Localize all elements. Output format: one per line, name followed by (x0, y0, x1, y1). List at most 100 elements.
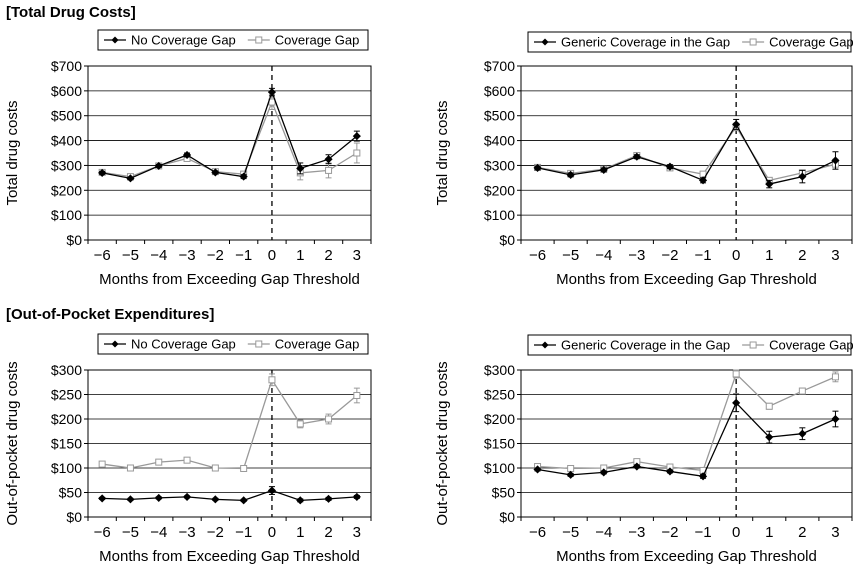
x-tick-label: −1 (694, 247, 711, 264)
x-tick-label: −2 (207, 247, 224, 264)
data-point (325, 166, 333, 174)
data-point (324, 494, 333, 503)
data-point (296, 164, 305, 173)
x-tick-label: −1 (235, 247, 252, 264)
data-point (98, 494, 107, 503)
x-tick-label: 0 (732, 247, 740, 264)
x-tick-label: −6 (529, 524, 546, 541)
x-tick-label: 2 (324, 524, 332, 541)
y-tick-label: $300 (484, 157, 515, 173)
y-axis-title: Total drug costs (434, 100, 451, 205)
x-tick-label: −2 (661, 247, 678, 264)
chart-oop-no-gap: $0 $50 $100 $150 $200 $250 $300 −6 −5 −4 −3 −2 −1 0 1 2… (4, 333, 372, 565)
x-tick-label: 1 (765, 247, 773, 264)
data-point (126, 495, 135, 504)
data-point (239, 496, 248, 505)
y-tick-label: $500 (51, 108, 82, 124)
data-point (155, 458, 163, 466)
legend-marker (541, 341, 549, 349)
data-point (353, 149, 361, 157)
series-line (102, 378, 358, 470)
x-tick-label: 1 (296, 524, 304, 541)
y-tick-label: $0 (66, 232, 82, 248)
series-line (537, 372, 836, 472)
data-point (98, 460, 106, 468)
legend-label: Generic Coverage in the Gap (561, 338, 730, 353)
data-point (566, 470, 575, 479)
legend-marker (255, 340, 263, 348)
y-tick-label: $200 (484, 182, 515, 198)
legend-marker (541, 38, 549, 46)
x-tick-label: 3 (353, 524, 361, 541)
data-point (798, 429, 807, 438)
legend-marker (749, 341, 757, 349)
data-point (240, 464, 248, 472)
data-point (267, 486, 277, 495)
section-title-out-of-pocket: [Out-of-Pocket Expenditures] (6, 306, 215, 323)
x-tick-label: −4 (595, 524, 612, 541)
x-tick-label: 2 (798, 524, 806, 541)
y-tick-label: $250 (51, 387, 82, 403)
data-point (732, 398, 741, 407)
series-line (102, 90, 358, 180)
x-tick-label: −5 (122, 524, 139, 541)
x-axis-title: Months from Exceeding Gap Threshold (99, 271, 360, 288)
x-axis-title: Months from Exceeding Gap Threshold (556, 271, 817, 288)
data-point (154, 493, 163, 502)
legend-box (97, 29, 369, 51)
x-tick-label: 1 (765, 524, 773, 541)
data-point (831, 373, 839, 381)
series-line (102, 489, 357, 501)
x-tick-label: 3 (831, 247, 839, 264)
x-tick-label: 3 (831, 524, 839, 541)
x-tick-label: −5 (122, 247, 139, 264)
legend-marker (111, 36, 119, 44)
data-point (765, 433, 774, 442)
y-tick-label: $400 (51, 133, 82, 149)
x-tick-label: −3 (178, 247, 195, 264)
legend-label: Coverage Gap (275, 337, 360, 352)
legend-marker (255, 36, 263, 44)
y-tick-label: $300 (484, 362, 515, 378)
legend-box (527, 31, 852, 53)
data-point (211, 168, 220, 177)
data-point (296, 496, 305, 505)
x-axis-title: Months from Exceeding Gap Threshold (99, 548, 360, 565)
data-point (698, 176, 708, 185)
x-tick-label: −5 (562, 524, 579, 541)
data-point (352, 132, 361, 141)
x-tick-label: −1 (694, 524, 711, 541)
data-point (732, 370, 740, 378)
legend-label: Coverage Gap (275, 33, 360, 48)
y-tick-label: $150 (51, 436, 82, 452)
x-tick-label: −4 (150, 247, 167, 264)
data-point (533, 465, 542, 474)
y-tick-label: $500 (484, 108, 515, 124)
x-axis-title: Months from Exceeding Gap Threshold (556, 548, 817, 565)
legend-label: Generic Coverage in the Gap (561, 35, 730, 50)
data-point (665, 467, 675, 476)
data-point (154, 161, 163, 170)
series-line (537, 123, 836, 185)
data-point (632, 462, 641, 471)
y-tick-label: $100 (484, 207, 515, 223)
y-tick-label: $200 (484, 411, 515, 427)
data-point (324, 155, 333, 164)
y-tick-label: $250 (484, 387, 515, 403)
x-tick-label: 0 (268, 247, 276, 264)
y-tick-label: $400 (484, 133, 515, 149)
y-tick-label: $100 (484, 460, 515, 476)
data-point (211, 464, 219, 472)
y-axis-title: Out-of-pocket drug costs (434, 361, 451, 525)
data-point (126, 464, 134, 472)
y-tick-label: $300 (51, 157, 82, 173)
data-point (352, 492, 361, 501)
section-title-total-drug-costs: [Total Drug Costs] (6, 4, 136, 21)
chart-oop-generic: $0 $50 $100 $150 $200 $250 $300 −6 −5 −4 −3 −2 −1 0 1 2… (434, 334, 853, 565)
data-point (831, 156, 840, 165)
legend-box (97, 333, 369, 355)
series-line (102, 100, 358, 178)
y-tick-label: $700 (51, 58, 82, 74)
chart-total-costs-no-gap: $0 $100 $200 $300 $400 $500 $600 $700 −6 −5 −4 −3 −2… (4, 29, 372, 288)
y-tick-label: $50 (59, 485, 83, 501)
